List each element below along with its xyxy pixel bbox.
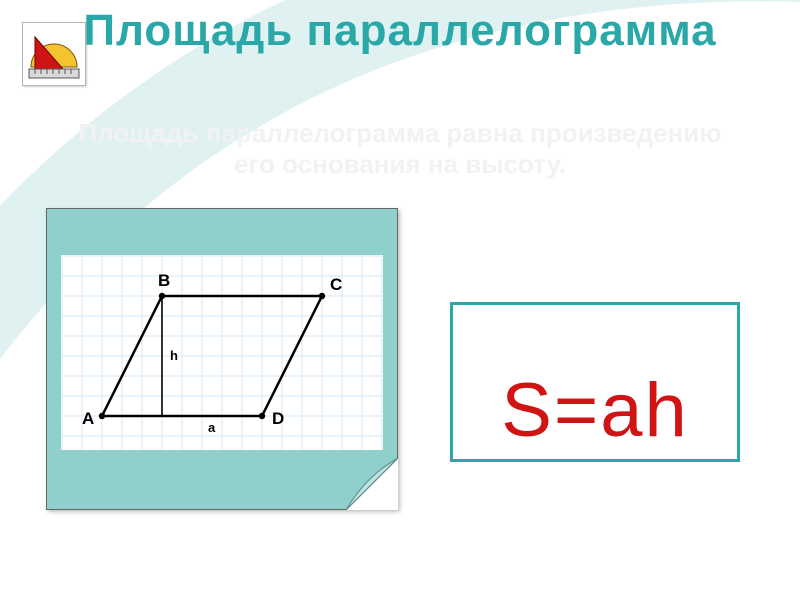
parallelogram-diagram: A B C Da h	[61, 255, 383, 450]
svg-text:C: C	[330, 275, 342, 294]
figure-inner: A B C Da h	[61, 255, 383, 450]
svg-text:B: B	[158, 271, 170, 290]
subtitle-line2: его основания на высоту.	[234, 149, 566, 179]
subtitle-line1: Площадь параллелограмма равна произведен…	[79, 118, 722, 148]
formula-box: S=ah	[450, 302, 740, 462]
svg-text:A: A	[82, 409, 94, 428]
svg-text:D: D	[272, 409, 284, 428]
figure-panel: A B C Da h	[46, 208, 398, 510]
svg-text:a: a	[208, 420, 216, 435]
page-curl-icon	[346, 458, 398, 510]
svg-text:h: h	[170, 348, 178, 363]
formula-text: S=ah	[501, 373, 689, 449]
page-title: Площадь параллелограмма	[0, 8, 800, 54]
page-subtitle: Площадь параллелограмма равна произведен…	[0, 118, 800, 180]
